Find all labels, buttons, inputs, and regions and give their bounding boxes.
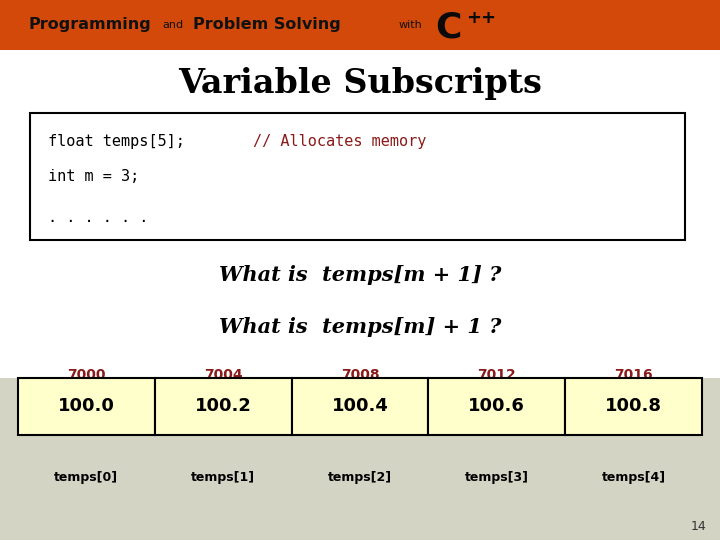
Bar (18, 378, 155, 435)
Text: temps[1]: temps[1] (191, 471, 256, 484)
Text: What is  temps[m + 1] ?: What is temps[m + 1] ? (219, 265, 501, 286)
Bar (155, 378, 292, 435)
Text: 7008: 7008 (341, 368, 379, 382)
Text: Problem Solving: Problem Solving (193, 17, 341, 32)
Text: 100.4: 100.4 (332, 397, 388, 415)
Text: temps[0]: temps[0] (54, 471, 119, 484)
Text: 100.2: 100.2 (195, 397, 251, 415)
Text: temps[4]: temps[4] (601, 471, 666, 484)
Text: . . . . . .: . . . . . . (48, 210, 148, 225)
Bar (0, 378, 720, 540)
Text: 100.0: 100.0 (58, 397, 114, 415)
Text: with: with (398, 20, 422, 30)
Text: 7016: 7016 (614, 368, 653, 382)
Text: 14: 14 (690, 520, 706, 533)
Text: // Allocates memory: // Allocates memory (253, 134, 427, 149)
Text: 7004: 7004 (204, 368, 243, 382)
Text: temps[2]: temps[2] (328, 471, 392, 484)
Text: Programming: Programming (29, 17, 151, 32)
Text: temps[3]: temps[3] (465, 471, 528, 484)
Text: and: and (162, 20, 183, 30)
Bar (292, 378, 428, 435)
Text: C: C (436, 11, 462, 44)
Bar (30, 113, 685, 240)
Bar (0, 0, 720, 50)
Bar (428, 378, 565, 435)
Text: int m = 3;: int m = 3; (48, 170, 140, 184)
Text: ++: ++ (467, 9, 497, 28)
Text: 100.6: 100.6 (469, 397, 525, 415)
Text: 7000: 7000 (67, 368, 106, 382)
Bar (565, 378, 702, 435)
Text: What is  temps[m] + 1 ?: What is temps[m] + 1 ? (219, 316, 501, 337)
Text: Variable Subscripts: Variable Subscripts (178, 67, 542, 100)
Text: 7012: 7012 (477, 368, 516, 382)
Text: float temps[5];: float temps[5]; (48, 134, 185, 149)
Text: 100.8: 100.8 (605, 397, 662, 415)
